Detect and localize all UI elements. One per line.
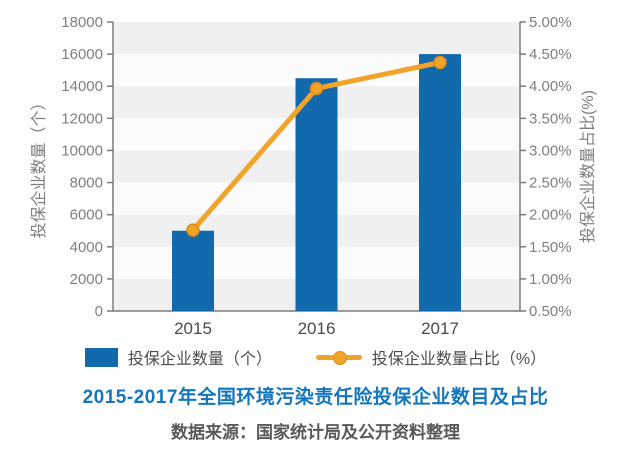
x-axis-label: 2017: [421, 319, 459, 338]
line-swatch-dot: [332, 351, 347, 365]
line-series-label: 投保企业数量占比（%）: [371, 351, 547, 368]
right-axis-title: 投保企业数量占比(%): [579, 90, 597, 243]
right-axis-tick-label: 3.00%: [529, 142, 572, 159]
right-axis-tick-label: 4.50%: [529, 46, 572, 63]
left-axis-tick-label: 10000: [61, 142, 103, 159]
combo-chart: 18000 5.00% 16000 4.50% 14000 4.00% 12000 3.50%…: [30, 14, 597, 338]
left-axis-tick-label: 6000: [70, 207, 103, 224]
left-axis-tick-label: 2000: [70, 271, 103, 288]
left-axis-tick-label: 0: [95, 303, 103, 320]
line-marker-2016: [309, 81, 324, 96]
line-marker-2017: [433, 55, 447, 70]
bar-2017: [419, 54, 461, 311]
line-marker-2015: [186, 223, 200, 237]
right-axis-tick-label: 4.00%: [529, 78, 572, 95]
bar-2015: [172, 230, 214, 311]
left-axis-title: 投保企业数量（个）: [30, 94, 48, 238]
left-axis-tick-label: 8000: [70, 175, 103, 192]
bar-series-label: 投保企业数量（个）: [127, 351, 272, 368]
grid-band: [113, 22, 520, 55]
right-axis-tick-label: 1.50%: [529, 239, 572, 256]
legend-item-bar-series: 投保企业数量（个）: [84, 345, 272, 369]
bar-2016: [295, 78, 338, 311]
bar-series-swatch: [84, 347, 118, 367]
right-axis-tick-label: 0.50%: [529, 303, 572, 320]
right-axis-tick-label: 5.00%: [529, 14, 572, 31]
right-axis-tick-label: 2.00%: [529, 207, 572, 224]
line-series-swatch: [315, 350, 362, 365]
right-axis-tick-label: 2.50%: [529, 175, 572, 192]
left-axis-tick-label: 18000: [61, 14, 103, 31]
legend: 投保企业数量（个） 投保企业数量占比（%）: [0, 342, 631, 372]
legend-item-line-series: 投保企业数量占比（%）: [315, 345, 547, 369]
left-axis-tick-label: 12000: [61, 110, 103, 127]
x-axis-label: 2016: [298, 319, 336, 338]
left-axis-tick-label: 4000: [70, 239, 103, 256]
x-axis-label: 2015: [174, 319, 212, 338]
chart-title: 2015-2017年全国环境污染责任险投保企业数目及占比: [82, 387, 549, 408]
chart-source: 数据来源：国家统计局及公开资料整理: [171, 423, 460, 442]
right-axis-tick-label: 1.00%: [529, 271, 572, 288]
left-axis-tick-label: 14000: [61, 78, 103, 95]
right-axis-tick-label: 3.50%: [529, 110, 572, 127]
left-axis-tick-label: 16000: [61, 46, 103, 63]
